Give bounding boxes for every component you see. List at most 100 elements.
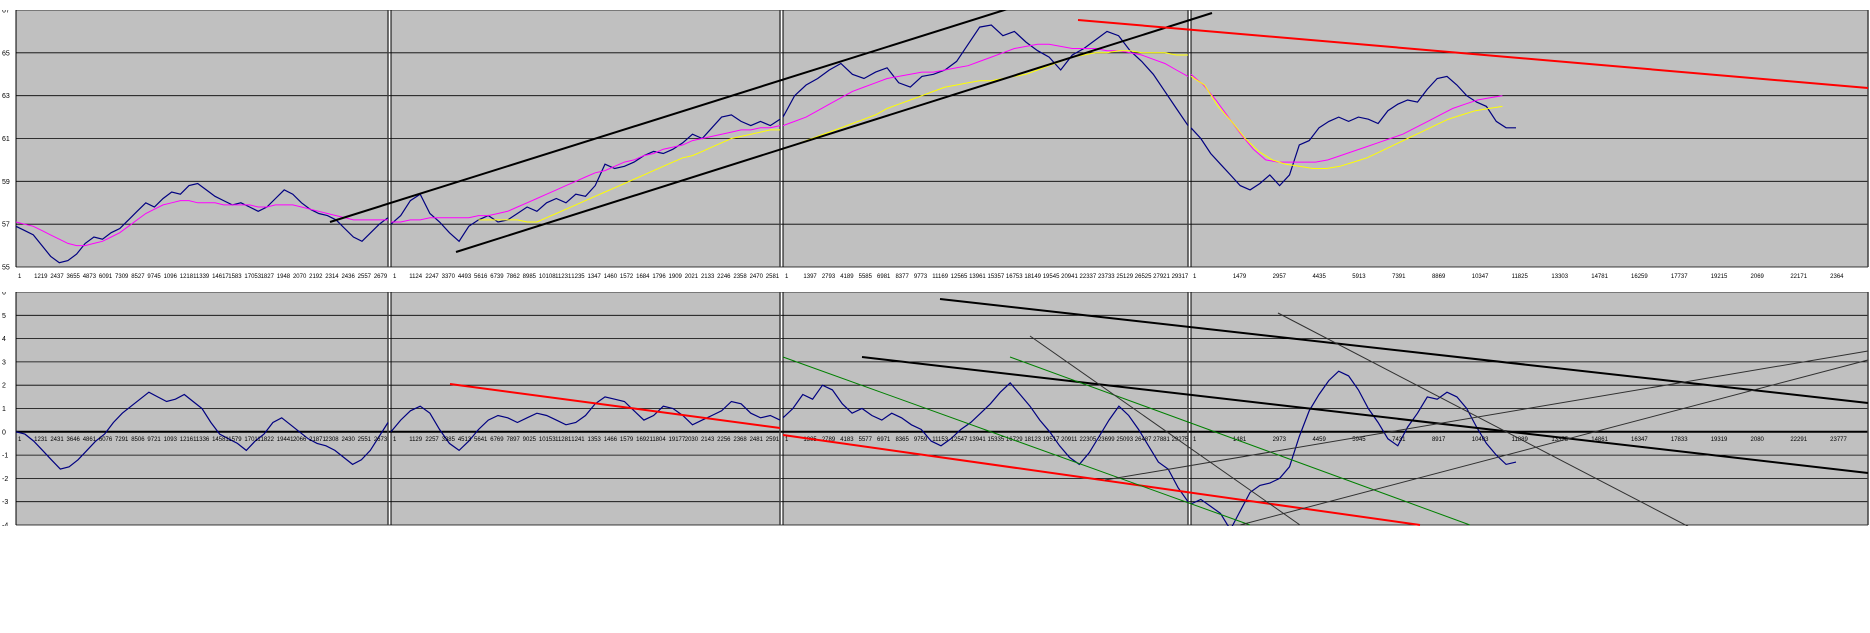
x-tick-label: 18123 xyxy=(1024,437,1041,443)
x-tick-label: 1 xyxy=(785,274,789,280)
y-tick-label: 3 xyxy=(2,359,6,366)
x-tick-label: 6971 xyxy=(877,437,891,443)
series-line-navy xyxy=(1190,75,1516,191)
x-tick-label: 1336 xyxy=(196,437,210,443)
series-line-navy xyxy=(15,391,389,470)
x-tick-label: 16347 xyxy=(1631,437,1648,443)
x-tick-label: 1347 xyxy=(588,274,602,280)
x-tick-label: 6091 xyxy=(99,274,113,280)
x-tick-label: 2143 xyxy=(701,437,715,443)
trendline-black xyxy=(455,12,1213,253)
x-tick-label: 4183 xyxy=(840,437,854,443)
x-tick-label: 9721 xyxy=(147,437,161,443)
x-tick-label: 6076 xyxy=(99,437,113,443)
x-tick-label: 9745 xyxy=(147,274,161,280)
x-tick-label: 14861 xyxy=(1591,437,1608,443)
x-tick-label: 9773 xyxy=(914,274,928,280)
x-tick-label: 2673 xyxy=(374,437,388,443)
x-tick-label: 2431 xyxy=(50,437,64,443)
x-tick-label: 2246 xyxy=(717,274,731,280)
x-tick-label: 3646 xyxy=(67,437,81,443)
series-line-navy xyxy=(782,24,1189,126)
x-tick-label: 13375 xyxy=(1551,437,1568,443)
trendline-thin xyxy=(1029,335,1301,526)
x-tick-label: 2247 xyxy=(425,274,439,280)
y-tick-label: 0 xyxy=(2,429,6,436)
x-tick-label: 7309 xyxy=(115,274,129,280)
x-tick-label: 10347 xyxy=(1472,274,1489,280)
x-tick-label: 1479 xyxy=(1233,274,1247,280)
x-tick-label: 17011 xyxy=(244,437,261,443)
x-tick-label: 19545 xyxy=(1043,274,1060,280)
x-tick-label: 18149 xyxy=(1024,274,1041,280)
x-tick-label: 1579 xyxy=(228,437,242,443)
x-tick-label: 17053 xyxy=(244,274,261,280)
x-tick-label: 1093 xyxy=(164,437,178,443)
x-tick-label: 10153 xyxy=(539,437,556,443)
x-tick-label: 19441 xyxy=(277,437,294,443)
x-tick-label: 8365 xyxy=(895,437,909,443)
x-tick-label: 2066 xyxy=(293,437,307,443)
x-tick-label: 2308 xyxy=(325,437,339,443)
x-tick-label: 2793 xyxy=(822,274,836,280)
x-tick-label: 2030 xyxy=(685,437,699,443)
x-tick-label: 3370 xyxy=(442,274,456,280)
mid-margin xyxy=(0,282,1870,292)
y-tick-label: 63 xyxy=(2,93,10,100)
x-tick-label: 8869 xyxy=(1432,274,1446,280)
x-tick-label: 1481 xyxy=(1233,437,1247,443)
x-tick-label: 11825 xyxy=(1512,274,1529,280)
x-tick-label: 1353 xyxy=(588,437,602,443)
x-tick-label: 1124 xyxy=(409,274,423,280)
x-tick-label: 7431 xyxy=(1392,437,1406,443)
x-tick-label: 8377 xyxy=(895,274,909,280)
y-tick-label: 67 xyxy=(2,8,10,15)
x-tick-label: 1796 xyxy=(652,274,666,280)
x-tick-label: 1 xyxy=(1193,274,1197,280)
y-tick-label: -3 xyxy=(2,499,8,506)
x-tick-label: 6739 xyxy=(490,274,504,280)
x-tick-label: 4189 xyxy=(840,274,854,280)
y-tick-label: 5 xyxy=(2,313,6,320)
y-tick-label: 59 xyxy=(2,179,10,186)
trendline-thin xyxy=(1239,359,1869,526)
x-tick-label: 2591 xyxy=(766,437,780,443)
series-line-navy xyxy=(390,114,781,243)
x-tick-label: 25093 xyxy=(1116,437,1133,443)
x-tick-label: 11231 xyxy=(555,274,572,280)
x-tick-label: 3655 xyxy=(67,274,81,280)
x-tick-label: 4861 xyxy=(83,437,97,443)
y-tick-label: 1 xyxy=(2,406,6,413)
x-tick-label: 4459 xyxy=(1312,437,1326,443)
x-tick-label: 11889 xyxy=(1512,437,1529,443)
x-tick-label: 1579 xyxy=(620,437,634,443)
x-tick-label: 5577 xyxy=(859,437,873,443)
x-tick-label: 2481 xyxy=(750,437,764,443)
trendline-red xyxy=(449,383,781,429)
x-tick-label: 27921 xyxy=(1153,274,1170,280)
x-tick-label: 2581 xyxy=(766,274,780,280)
x-tick-label: 2192 xyxy=(309,274,323,280)
x-tick-label: 1460 xyxy=(604,274,618,280)
x-tick-label: 14617 xyxy=(212,274,229,280)
x-tick-label: 20911 xyxy=(1061,437,1078,443)
x-tick-label: 13941 xyxy=(969,437,986,443)
x-tick-label: 1235 xyxy=(571,274,585,280)
x-tick-label: 7862 xyxy=(506,274,520,280)
y-tick-label: 55 xyxy=(2,265,10,272)
x-tick-label: 8985 xyxy=(523,274,537,280)
series-line-yellow xyxy=(782,50,1188,150)
bottom-margin xyxy=(0,526,1870,628)
x-tick-label: 2080 xyxy=(1751,437,1765,443)
oscillator-panel: 6543210-1-2-3-41123124313646486160767291… xyxy=(2,290,1869,531)
x-tick-label: 11281 xyxy=(555,437,572,443)
trendline-red xyxy=(1077,19,1869,89)
x-tick-label: 2070 xyxy=(293,274,307,280)
x-tick-label: 27881 xyxy=(1153,437,1170,443)
x-tick-label: 2368 xyxy=(733,437,747,443)
x-tick-label: 4493 xyxy=(458,274,472,280)
x-tick-label: 5913 xyxy=(1352,274,1366,280)
x-tick-label: 3385 xyxy=(442,437,456,443)
